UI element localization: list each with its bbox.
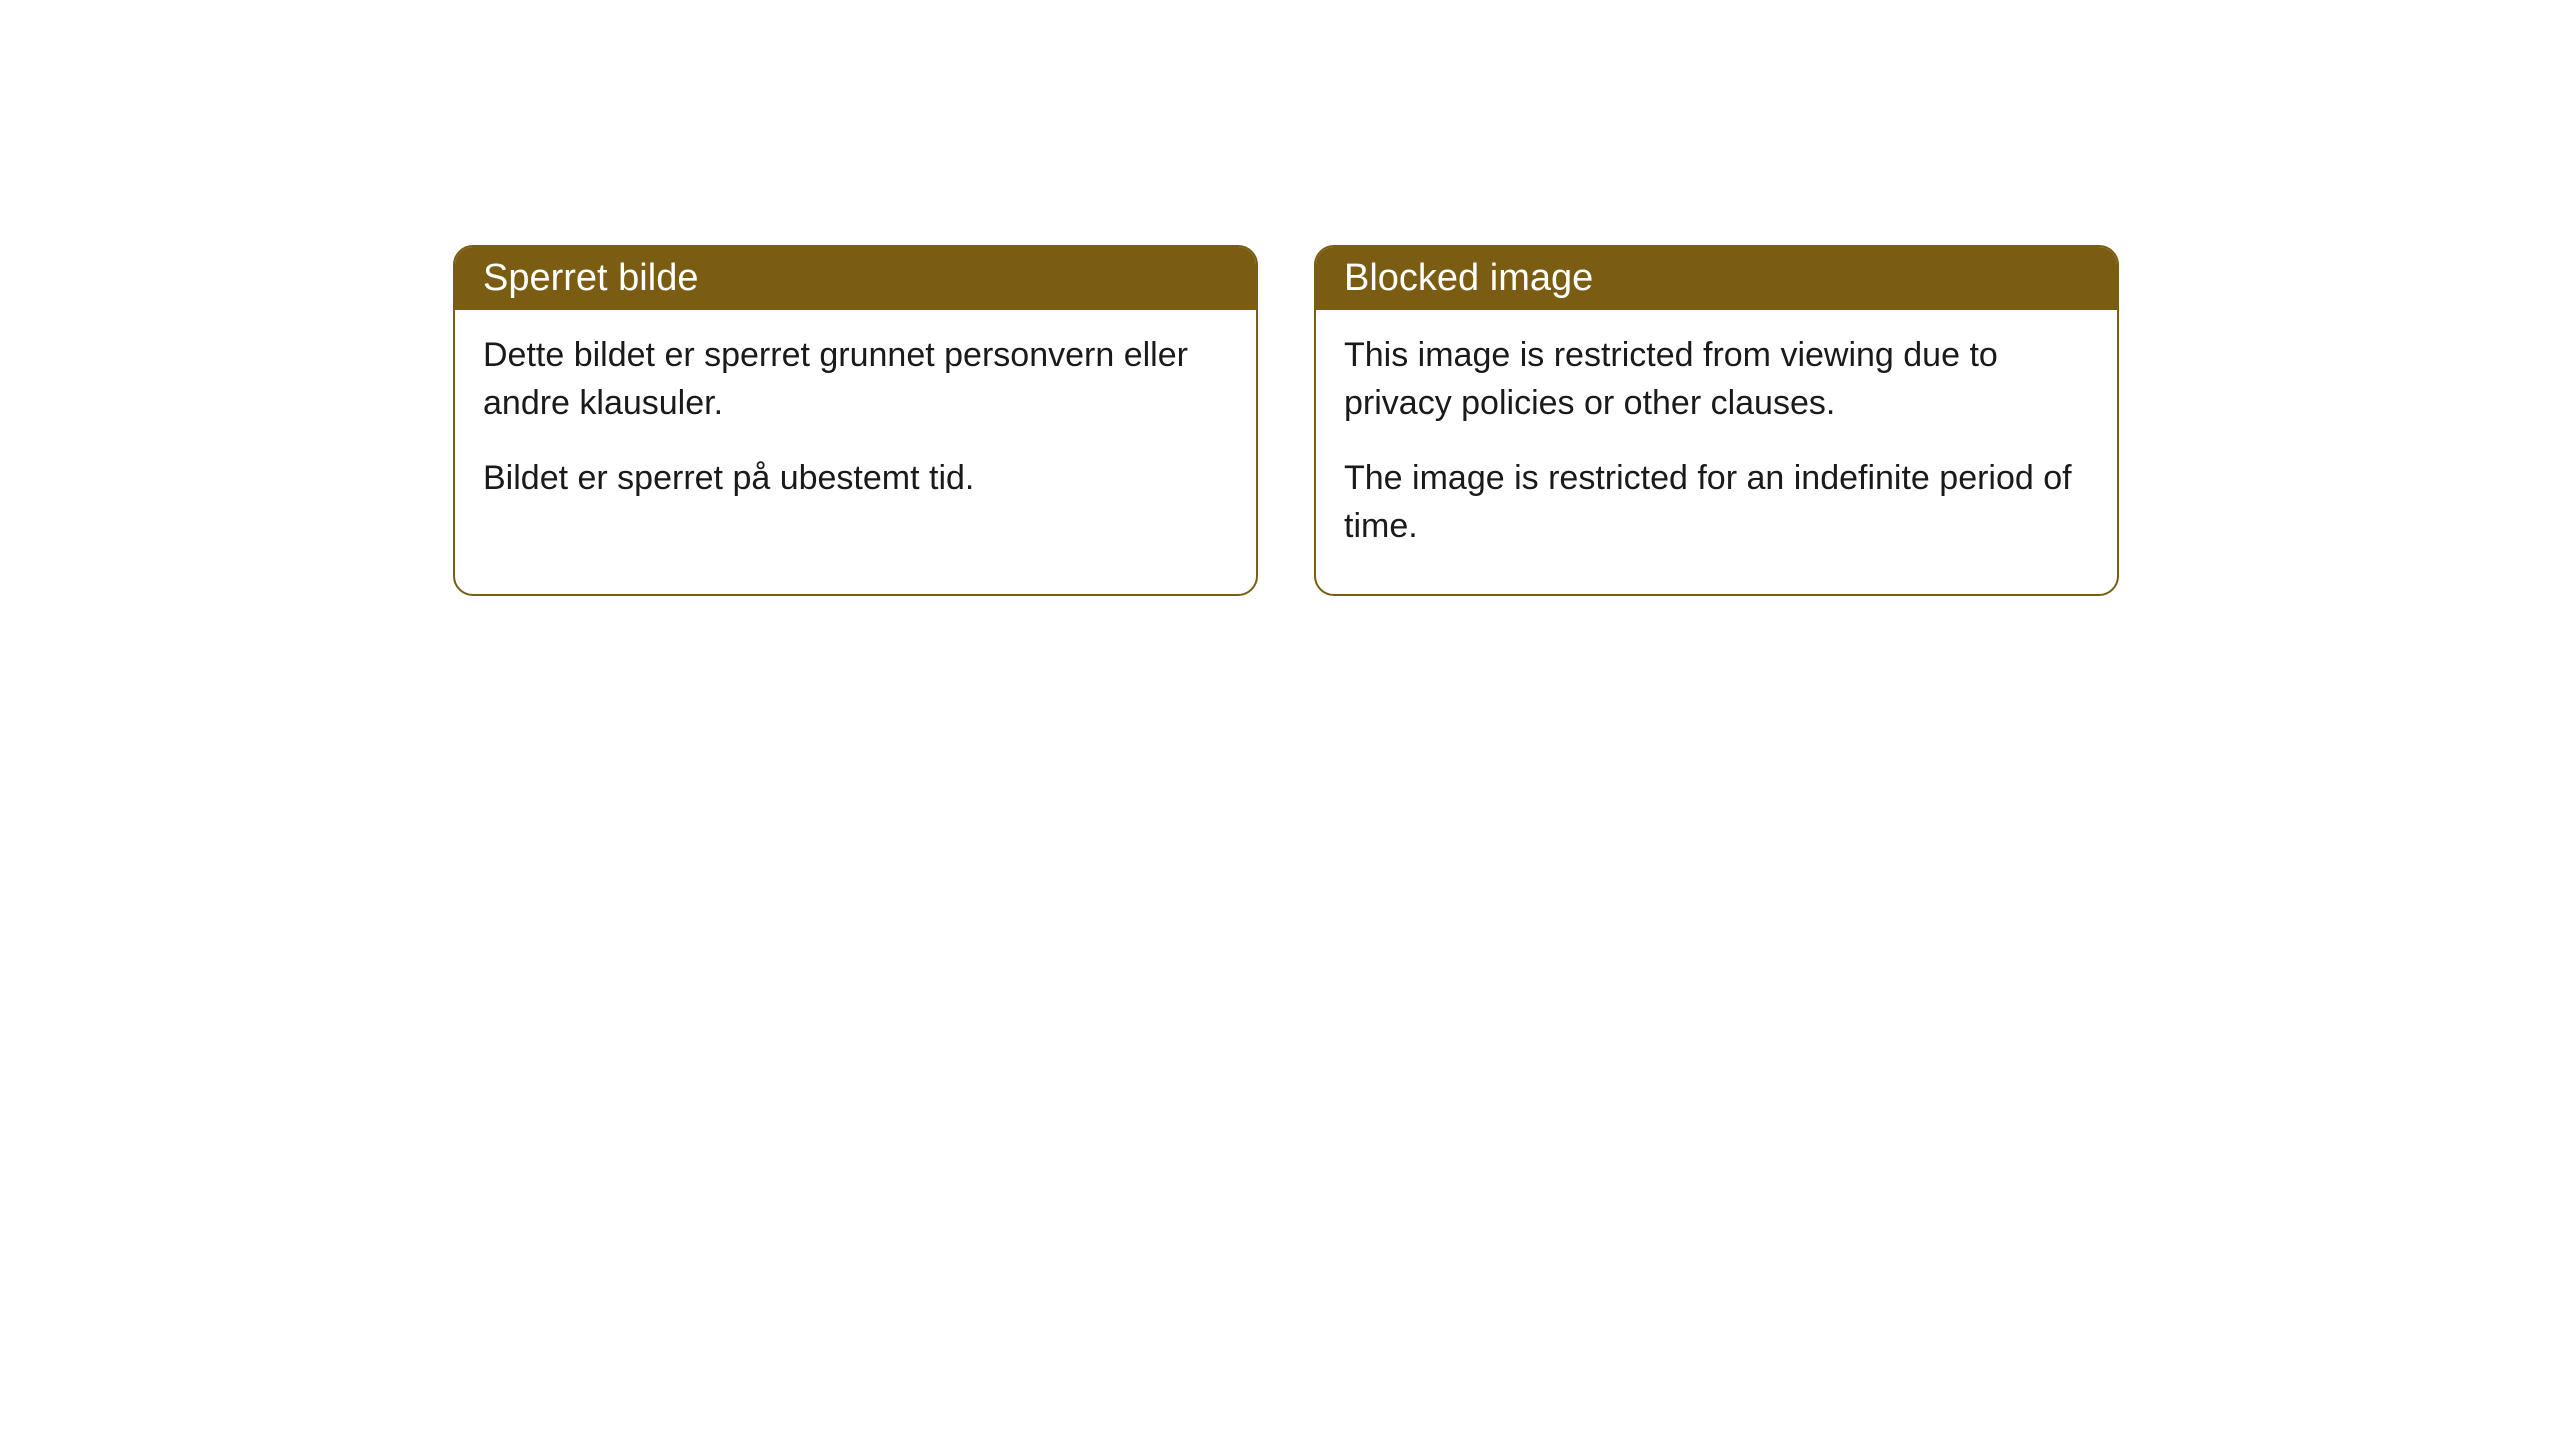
blocked-image-card-english: Blocked image This image is restricted f… bbox=[1314, 245, 2119, 596]
card-header: Blocked image bbox=[1316, 247, 2117, 310]
card-paragraph: This image is restricted from viewing du… bbox=[1344, 332, 2089, 427]
card-body: Dette bildet er sperret grunnet personve… bbox=[455, 310, 1256, 547]
card-paragraph: Bildet er sperret på ubestemt tid. bbox=[483, 455, 1228, 503]
card-header: Sperret bilde bbox=[455, 247, 1256, 310]
notice-cards-container: Sperret bilde Dette bildet er sperret gr… bbox=[453, 245, 2119, 596]
card-body: This image is restricted from viewing du… bbox=[1316, 310, 2117, 594]
card-title: Blocked image bbox=[1344, 257, 1593, 299]
blocked-image-card-norwegian: Sperret bilde Dette bildet er sperret gr… bbox=[453, 245, 1258, 596]
card-paragraph: Dette bildet er sperret grunnet personve… bbox=[483, 332, 1228, 427]
card-paragraph: The image is restricted for an indefinit… bbox=[1344, 455, 2089, 550]
card-title: Sperret bilde bbox=[483, 257, 698, 299]
